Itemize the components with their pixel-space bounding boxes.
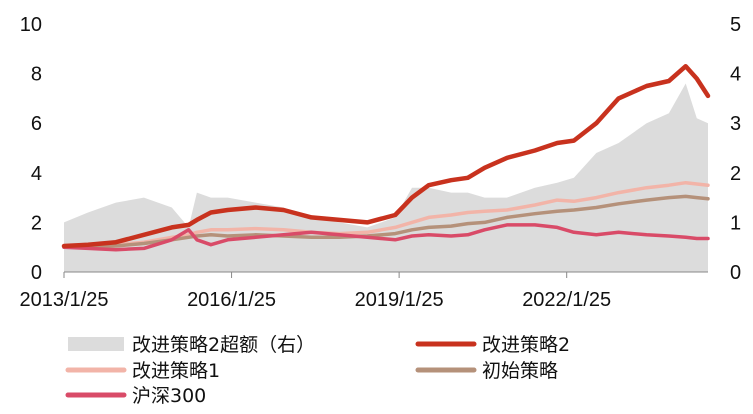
x-tick-label: 2016/1/25 — [187, 289, 276, 311]
legend-swatch — [68, 337, 124, 351]
x-ticks: 2013/1/25 2016/1/25 2019/1/25 2022/1/25 — [20, 272, 611, 311]
left-y-tick-label: 2 — [31, 212, 42, 234]
left-y-tick-label: 6 — [31, 113, 42, 135]
legend-label: 改进策略2 — [482, 334, 570, 356]
line-series-1 — [61, 63, 711, 249]
right-y-tick-label: 0 — [730, 262, 741, 284]
x-tick-label: 2013/1/25 — [20, 289, 109, 311]
legend-label: 初始策略 — [482, 360, 558, 382]
left-y-tick-label: 8 — [31, 64, 42, 86]
right-y-tick-label: 1 — [730, 212, 741, 234]
left-y-tick-label: 4 — [31, 163, 42, 185]
line-series-2 — [62, 180, 710, 249]
legend-label: 改进策略2超额（右） — [132, 334, 315, 356]
left-y-tick-label: 0 — [31, 262, 42, 284]
x-tick-label: 2019/1/25 — [355, 289, 444, 311]
right-y-tick-label: 5 — [730, 14, 741, 36]
right-y-tick-label: 2 — [730, 163, 741, 185]
legend-label: 沪深300 — [132, 385, 206, 407]
line-series-3 — [62, 194, 710, 249]
line-series-4 — [62, 223, 710, 252]
right-y-tick-label: 4 — [730, 64, 741, 86]
right-y-ticks: 0 1 2 3 4 5 — [730, 14, 741, 284]
legend-label: 改进策略1 — [132, 360, 220, 382]
left-y-tick-label: 10 — [20, 14, 42, 36]
right-y-tick-label: 3 — [730, 113, 741, 135]
left-y-ticks: 0 2 4 6 8 10 — [20, 14, 42, 284]
x-tick-label: 2022/1/25 — [522, 289, 611, 311]
lines-layer — [61, 63, 711, 252]
